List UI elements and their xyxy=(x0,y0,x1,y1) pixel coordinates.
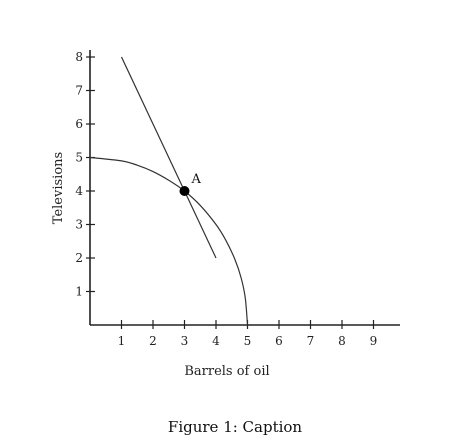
x-ticks: 1 2 3 4 5 6 7 8 9 xyxy=(118,320,378,348)
x-axis-label: Barrels of oil xyxy=(184,364,269,379)
y-ticks: 1 2 3 4 5 6 7 8 xyxy=(75,50,95,299)
x-tick-label: 1 xyxy=(118,334,126,348)
y-tick-label: 1 xyxy=(75,285,83,299)
x-tick-label: 6 xyxy=(275,334,283,348)
y-axis-label: Televisions xyxy=(51,152,66,224)
point-a xyxy=(179,186,190,196)
ppf-curve xyxy=(89,156,249,326)
x-tick-label: 7 xyxy=(307,334,315,348)
y-tick-label: 5 xyxy=(75,151,83,165)
x-tick-label: 4 xyxy=(212,334,220,348)
point-a-label: A xyxy=(191,172,202,187)
x-tick-label: 8 xyxy=(338,334,346,348)
figure-caption: Figure 1: Caption xyxy=(167,418,303,436)
x-tick-label: 3 xyxy=(181,334,189,348)
x-tick-label: 2 xyxy=(149,334,157,348)
y-tick-label: 6 xyxy=(75,117,83,131)
x-tick-label: 5 xyxy=(244,334,252,348)
tangent-line xyxy=(120,56,217,259)
y-tick-label: 2 xyxy=(75,251,83,265)
y-tick-label: 8 xyxy=(75,50,83,64)
y-tick-label: 7 xyxy=(75,84,83,98)
x-tick-label: 9 xyxy=(370,334,378,348)
y-tick-label: 3 xyxy=(75,218,83,232)
y-tick-label: 4 xyxy=(75,184,83,198)
